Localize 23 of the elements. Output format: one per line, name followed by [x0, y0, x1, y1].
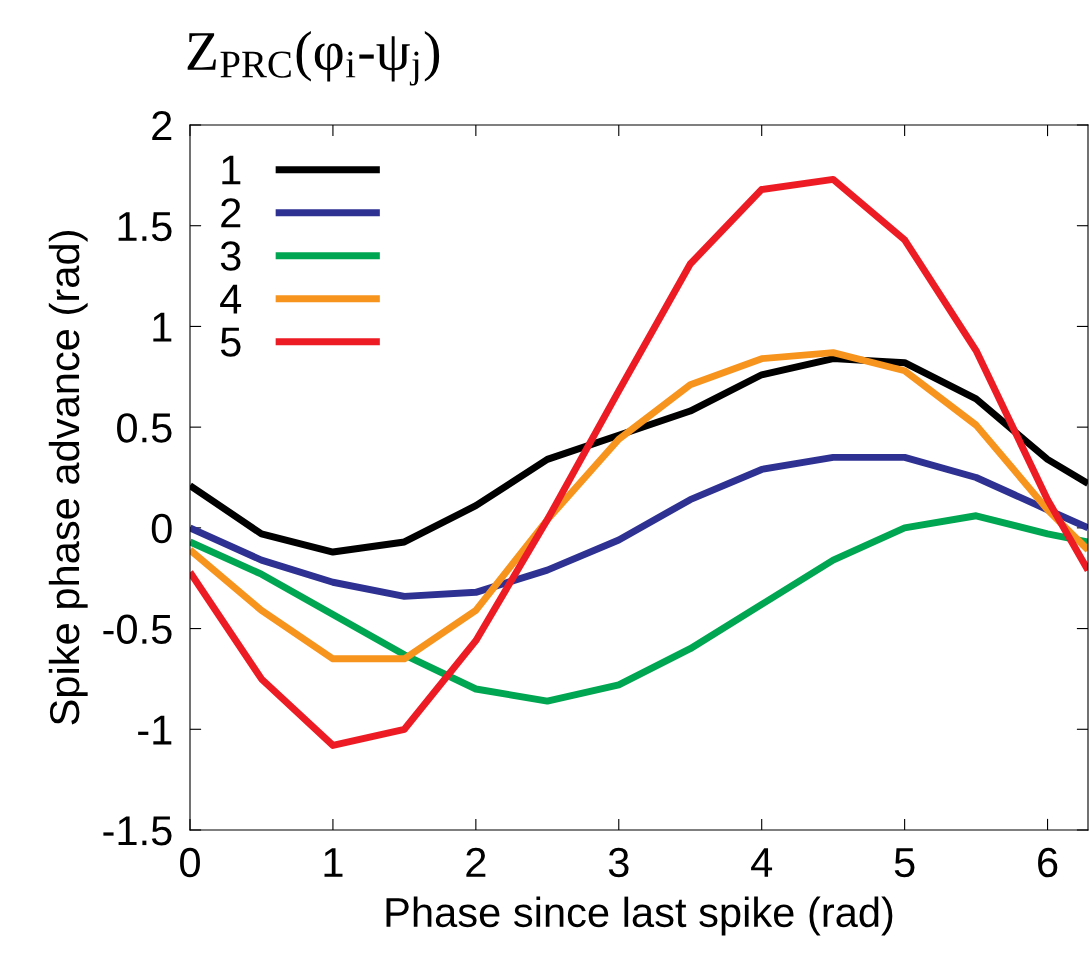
x-tick-label: 1	[324, 848, 343, 877]
chart-title: Z$_{PRC}$(φ$_{i}$-ψ$_{j}$)	[187, 31, 440, 86]
y-axis-title: Spike phase advance (rad)	[48, 231, 88, 725]
y-tick-label: -0.5	[103, 614, 172, 645]
x-tick-label: 0	[180, 847, 200, 878]
x-axis-title: Phase since last spike (rad)	[386, 896, 893, 936]
y-tick-label: -1.5	[103, 816, 172, 846]
x-tick-label: 4	[751, 848, 773, 877]
legend-label: 2	[221, 198, 241, 228]
y-tick-label: -1	[138, 715, 172, 745]
y-tick-label: 2	[152, 111, 172, 141]
y-tick-label: 1.5	[118, 212, 172, 242]
x-tick-label: 5	[894, 848, 915, 878]
y-tick-label: 0	[151, 513, 172, 544]
x-tick-label: 2	[466, 847, 486, 877]
x-tick-label: 3	[608, 847, 629, 878]
legend-label: 4	[220, 284, 242, 314]
x-tick-label: 6	[1038, 847, 1058, 878]
y-tick-label: 0.5	[117, 413, 172, 443]
legend-label: 1	[222, 155, 241, 185]
y-tick-label: 1	[153, 312, 172, 342]
legend-label: 3	[220, 241, 241, 271]
legend-label: 5	[220, 327, 241, 357]
